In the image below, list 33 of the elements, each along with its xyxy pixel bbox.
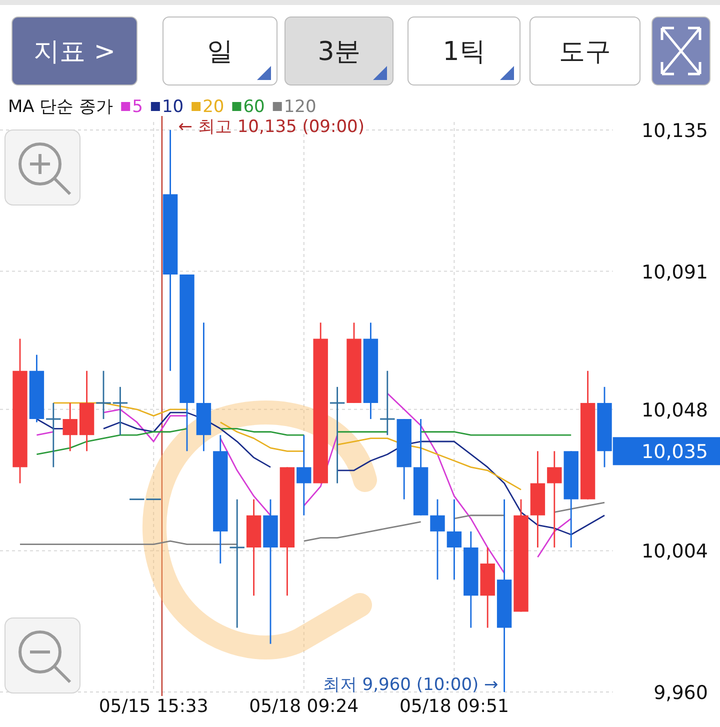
x-tick-label: 05/18 09:51 [399,696,509,717]
text: 10,035 [642,441,708,464]
legend-label: 5 [132,97,143,117]
candlestick [430,498,445,580]
text: 일 [207,37,233,67]
candlestick [112,386,128,436]
text: 도구 [559,37,611,67]
y-tick-label: 10,048 [642,399,708,422]
candlestick [446,498,462,580]
candlestick [229,498,246,628]
y-tick-label: 10,091 [642,261,708,284]
annotation: ← 최고 10,135 (09:00) [178,117,365,137]
text: 지표 > [33,37,116,67]
legend-label: 10 [162,97,184,117]
candlestick [296,434,312,516]
x-tick-label: 05/18 09:24 [249,696,359,717]
x-tick-label: 05/15 15:33 [98,696,208,717]
candlestick [62,402,78,452]
candlestick [379,370,396,436]
legend-label: 120 [284,97,316,117]
annotation: 최저 9,960 (10:00) → [322,675,498,695]
y-tick-label: 10,004 [642,540,708,563]
legend-label: 60 [243,97,265,117]
candlestick [45,402,62,468]
text: 1틱 [442,37,486,67]
candlestick [547,450,562,548]
y-tick-label: 9,960 [654,682,708,704]
y-tick-label: 10,135 [642,120,708,142]
text: 3분 [318,37,360,67]
legend-title: MA 단순 종가 [8,97,114,117]
candlestick [329,386,346,484]
candlestick [95,370,112,420]
legend-label: 20 [202,97,224,117]
